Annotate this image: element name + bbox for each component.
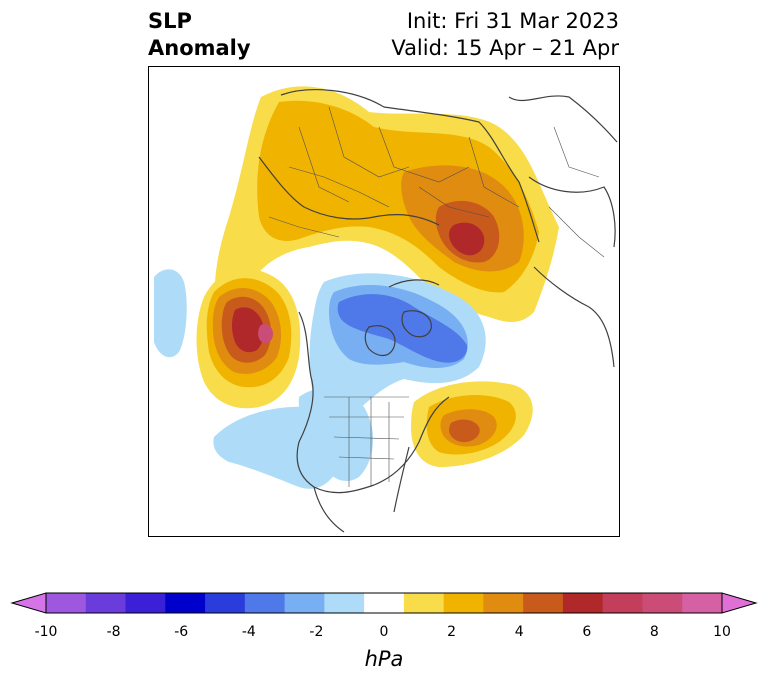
colorbar-cell (46, 593, 87, 613)
country-borders (268, 106, 605, 487)
valid-range: Valid: 15 Apr – 21 Apr (391, 36, 619, 60)
colorbar-tick-label: 8 (649, 624, 659, 640)
arctic-low-3 (337, 294, 468, 363)
colorbar-cell (244, 593, 286, 613)
title-anomaly: Anomaly (148, 36, 251, 60)
pacific-high-core (258, 324, 273, 344)
colorbar-cell (642, 593, 683, 613)
colorbar-tick-label: 10 (713, 624, 731, 640)
colorbar-cell (284, 593, 325, 613)
colorbar-cell (125, 593, 166, 613)
colorbar-cell (403, 593, 445, 613)
colorbar-cell (85, 593, 127, 613)
map-panel (148, 66, 620, 537)
anomaly-map (154, 86, 618, 533)
colorbar-extend-min (10, 592, 47, 614)
colorbar-cell (364, 593, 405, 613)
siberia-high-core (449, 222, 485, 256)
colorbar-tick-label: 4 (514, 624, 524, 640)
map-title: SLP Anomaly (148, 8, 251, 62)
pacific-low-west (154, 269, 187, 358)
init-date: Init: Fri 31 Mar 2023 (406, 9, 619, 33)
colorbar-unit: hPa (364, 647, 404, 671)
colorbar (10, 592, 758, 614)
colorbar-tick-label: -2 (309, 624, 324, 640)
colorbar-cell (682, 593, 723, 613)
pacific-high-5 (232, 307, 264, 353)
colorbar-extend-max (721, 592, 758, 614)
coastlines (258, 89, 618, 533)
colorbar-tick-label: -6 (174, 624, 189, 640)
colorbar-cell (483, 593, 524, 613)
atlantic-high-core (449, 419, 480, 443)
colorbar-tick-label: -8 (106, 624, 121, 640)
colorbar-tick-label: -4 (241, 624, 256, 640)
map-dates: Init: Fri 31 Mar 2023 Valid: 15 Apr – 21… (391, 8, 619, 62)
colorbar-outline (45, 592, 723, 614)
colorbar-cell (205, 593, 246, 613)
colorbar-cell (562, 593, 604, 613)
colorbar-cell (602, 593, 643, 613)
title-variable: SLP (148, 9, 192, 33)
colorbar-cell (324, 593, 365, 613)
colorbar-cell (443, 593, 484, 613)
colorbar-tick-label: 0 (379, 624, 389, 640)
colorbar-tick-label: 6 (582, 624, 592, 640)
colorbar-cell (523, 593, 564, 613)
colorbar-tick-label: -10 (34, 624, 58, 640)
colorbar-cell (165, 593, 206, 613)
colorbar-tick-label: 2 (447, 624, 457, 640)
